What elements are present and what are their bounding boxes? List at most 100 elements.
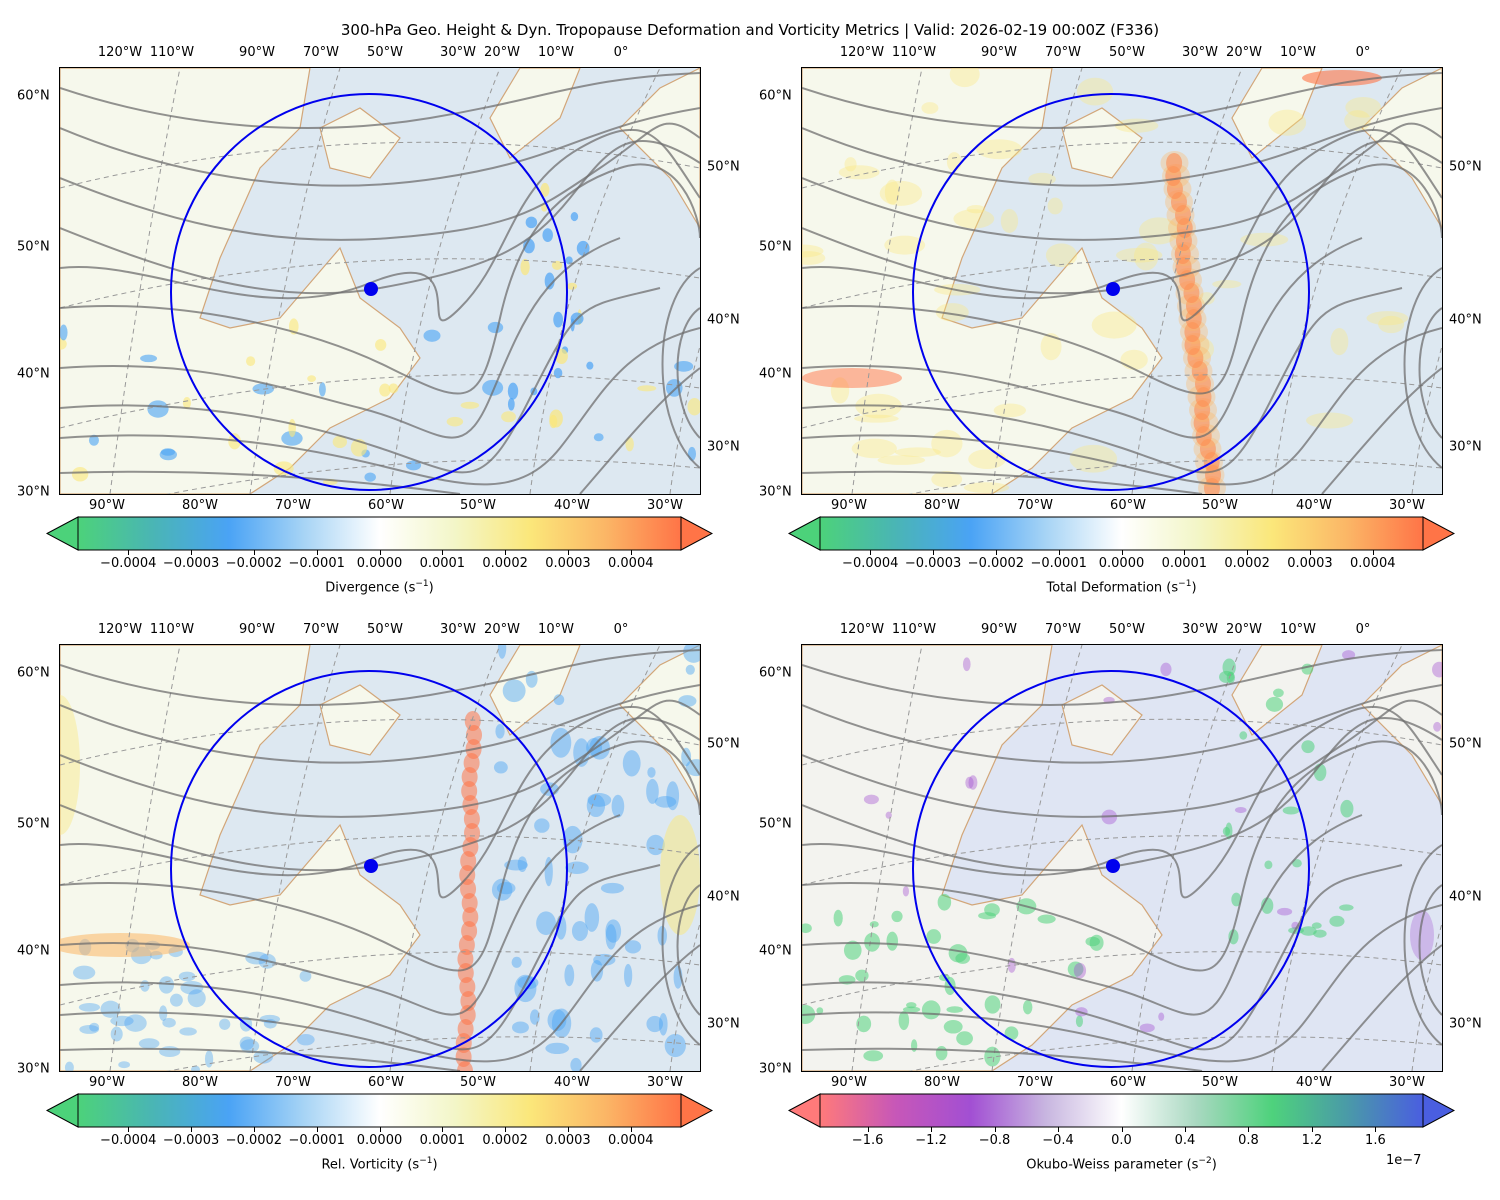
field-cell (856, 1015, 872, 1033)
field-cell (511, 956, 522, 968)
field-cell (1231, 892, 1242, 907)
colorbar-tick-label: 0.0000 (356, 1133, 403, 1148)
left-lat-label: 40°N (17, 366, 50, 382)
height-contour (579, 944, 700, 1071)
left-lat-label: 40°N (17, 943, 50, 959)
colorbar-gradient (819, 1093, 1424, 1128)
field-cell (926, 929, 942, 944)
bottom-lon-label: 90°W (831, 1075, 867, 1090)
field-cell (124, 1014, 147, 1032)
right-lat-label: 30°N (1449, 1016, 1482, 1032)
field-cell (1160, 662, 1172, 677)
field-cell (1329, 915, 1345, 927)
field-cell (1410, 910, 1434, 960)
right-lat-label: 40°N (707, 889, 740, 905)
field-cell (1273, 688, 1284, 698)
colorbar-tick-label: 0.8 (1238, 1133, 1259, 1148)
height-contour (802, 237, 1363, 439)
field-cell (946, 1006, 964, 1013)
field-cell (802, 923, 812, 934)
top-lon-label: 30°W (1182, 45, 1218, 60)
field-cell (593, 433, 604, 442)
left-lat-label: 50°N (17, 239, 50, 255)
field-cell (666, 781, 680, 811)
field-cell (869, 921, 879, 928)
height-contour (1403, 844, 1442, 1046)
field-cell (1186, 372, 1214, 396)
field-cell (536, 911, 556, 936)
colorbar-label-close: ) (1191, 580, 1197, 596)
field-cell (511, 1021, 529, 1034)
field-cell (855, 969, 869, 982)
field-cell (622, 750, 641, 777)
field-cell (681, 747, 692, 767)
field-cell (1037, 914, 1056, 924)
field-cell (946, 152, 962, 172)
colorbar-tick-label: 0.0003 (545, 1133, 591, 1148)
field-cell (1219, 670, 1235, 684)
field-cell (576, 240, 590, 256)
field-cell (160, 448, 176, 456)
top-lon-label: 70°W (303, 45, 339, 60)
top-lon-label: 10°W (538, 45, 574, 60)
field-cell (1240, 232, 1289, 247)
field-cell (187, 989, 206, 1008)
bottom-lon-label: 40°W (554, 1075, 590, 1090)
bottom-lon-label: 80°W (924, 1075, 960, 1090)
colorbar-tick-mark (630, 1127, 632, 1132)
field-cell (1073, 962, 1087, 979)
top-lon-label: 50°W (367, 622, 403, 637)
colorbar-tick-mark (867, 1127, 869, 1132)
colorbar-extend-max (680, 1093, 714, 1128)
field-cell (529, 1009, 540, 1025)
field-cell (658, 1013, 668, 1036)
field-cell (647, 767, 656, 778)
top-lon-label: 120°W (839, 45, 885, 60)
top-lon-label: 10°W (538, 622, 574, 637)
height-contour (802, 327, 1442, 486)
colorbar-tick-mark (442, 550, 444, 555)
colorbar-tick-label: 0.0004 (608, 556, 654, 571)
field-cell (587, 793, 612, 807)
field-cell (523, 238, 535, 254)
height-contour (802, 72, 1442, 129)
field-cell (551, 260, 563, 270)
field-cell (388, 383, 399, 394)
field-cell (140, 354, 158, 363)
field-cell (1432, 661, 1442, 678)
left-lat-label: 40°N (759, 943, 792, 959)
field-cell (482, 379, 504, 396)
field-cell (88, 434, 99, 446)
parallel-gridline (60, 258, 700, 309)
field-cell (562, 825, 583, 854)
left-lat-label: 30°N (759, 484, 792, 500)
field-cell (955, 952, 971, 964)
colorbar-tick-label: 0.0001 (1161, 556, 1208, 571)
field-cell (158, 976, 175, 994)
field-cell (464, 823, 481, 843)
field-cell (1433, 721, 1442, 732)
height-contour (60, 904, 700, 1063)
field-cell (72, 965, 96, 980)
colorbar-tick-mark (1375, 1127, 1377, 1132)
height-contour (661, 267, 700, 469)
height-contour (802, 814, 1363, 1016)
field-cell (565, 256, 573, 265)
colorbar-tick-mark (630, 550, 632, 555)
field-cell (219, 1018, 231, 1030)
field-cell (566, 282, 578, 290)
meridian-gridline (389, 645, 501, 1071)
height-contour (60, 470, 461, 494)
field-cell (1000, 208, 1019, 233)
colorbar-tick-label: 0.4 (1174, 1133, 1196, 1148)
field-cell (520, 258, 530, 276)
field-cell (884, 179, 900, 205)
colorbar-tick-mark (505, 550, 507, 555)
field-cell (1268, 109, 1307, 136)
field-cell (1300, 926, 1317, 936)
field-cell (1282, 806, 1300, 815)
top-lon-label: 120°W (97, 45, 143, 60)
field-cell (553, 694, 565, 706)
field-cell (60, 695, 80, 835)
field-cell (1045, 243, 1078, 268)
